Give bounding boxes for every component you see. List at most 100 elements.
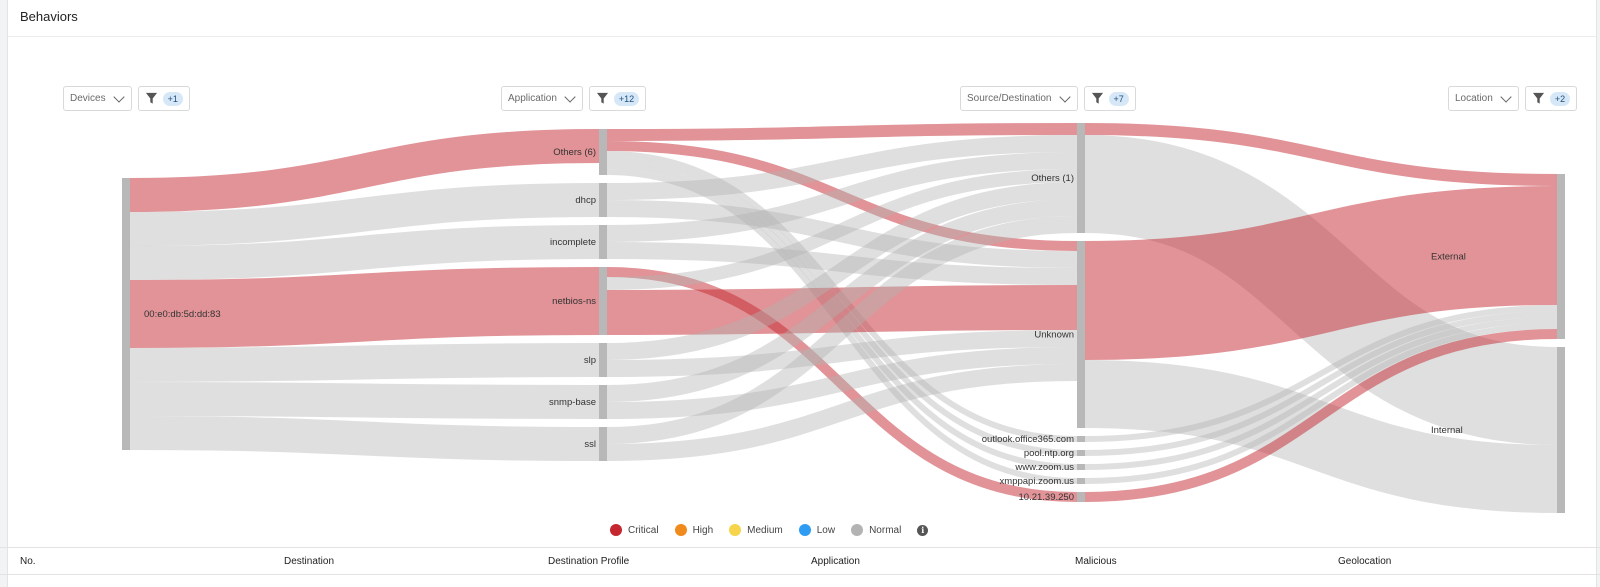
sankey-node-outlook[interactable] xyxy=(1077,436,1085,442)
sankey-node-label-incomplete: incomplete xyxy=(550,237,596,248)
source-destination-filter-button[interactable]: +7 xyxy=(1083,86,1136,111)
sankey-link-ssl-others1[interactable] xyxy=(606,216,1078,444)
sankey-link-snmp-others1[interactable] xyxy=(606,199,1078,402)
sankey-link-unknown-external[interactable] xyxy=(1084,186,1558,360)
sankey-node-label-ip: 10.21.39.250 xyxy=(1019,492,1074,503)
sankey-node-label-xmpp: xmppapi.zoom.us xyxy=(1000,476,1075,487)
devices-dropdown-label: Devices xyxy=(70,93,106,104)
column-header-destination-profile[interactable]: Destination Profile xyxy=(548,556,630,567)
sankey-link-others1-external[interactable] xyxy=(1084,123,1558,186)
legend-swatch-critical xyxy=(610,524,622,536)
sankey-node-dev[interactable] xyxy=(122,178,130,450)
sankey-link-dev-ssl[interactable] xyxy=(129,416,600,461)
sankey-node-label-external: External xyxy=(1431,252,1466,263)
sankey-node-xmpp[interactable] xyxy=(1077,478,1085,484)
legend-label-medium: Medium xyxy=(747,524,783,536)
sankey-link-ntp-external[interactable] xyxy=(1084,311,1558,456)
sankey-node-label-dev: 00:e0:db:5d:dd:83 xyxy=(144,309,221,320)
sankey-link-dhcp-unknown[interactable] xyxy=(606,200,1078,268)
sankey-link-unknown-internal[interactable] xyxy=(1084,360,1558,513)
sankey-node-snmp[interactable] xyxy=(599,385,607,419)
devices-dropdown[interactable]: Devices xyxy=(63,86,132,111)
sankey-node-label-ssl: ssl xyxy=(584,439,596,450)
sankey-node-others6[interactable] xyxy=(599,129,607,175)
application-control: Application +12 xyxy=(501,86,647,111)
location-dropdown[interactable]: Location xyxy=(1448,86,1519,111)
column-header-application[interactable]: Application xyxy=(811,556,860,567)
location-filter-count: +2 xyxy=(1549,91,1571,106)
sankey-node-label-dhcp: dhcp xyxy=(575,195,596,206)
devices-filter-button[interactable]: +1 xyxy=(137,86,190,111)
legend-swatch-low xyxy=(798,524,811,536)
source-destination-dropdown[interactable]: Source/Destination xyxy=(960,86,1078,111)
sankey-link-zoom-external[interactable] xyxy=(1084,317,1558,470)
sankey-links xyxy=(129,123,1558,513)
chevron-down-icon xyxy=(1500,90,1512,103)
sankey-link-netbios-unknown[interactable] xyxy=(606,285,1078,335)
sankey-link-outlook-external[interactable] xyxy=(1084,305,1558,442)
sankey-link-dev-snmp[interactable] xyxy=(129,382,600,419)
sankey-node-unknown[interactable] xyxy=(1077,241,1085,428)
legend-swatch-high xyxy=(674,524,687,536)
severity-legend: Critical High Medium Low Normal i xyxy=(610,524,929,536)
sankey-node-internal[interactable] xyxy=(1557,347,1565,513)
legend-item-low: Low xyxy=(798,524,835,536)
sankey-link-incomplete-unknown[interactable] xyxy=(606,242,1078,285)
legend-item-normal: Normal xyxy=(851,524,901,536)
column-header-no[interactable]: No. xyxy=(20,556,36,567)
info-icon[interactable]: i xyxy=(917,524,929,536)
sankey-link-dev-others6[interactable] xyxy=(129,129,600,212)
sankey-node-label-others6: Others (6) xyxy=(553,147,596,158)
sankey-node-others1[interactable] xyxy=(1077,123,1085,233)
sankey-node-label-outlook: outlook.office365.com xyxy=(982,434,1074,445)
legend-item-high: High xyxy=(674,524,714,536)
sankey-link-others6-others1[interactable] xyxy=(606,123,1078,141)
sankey-node-zoom[interactable] xyxy=(1077,464,1085,470)
sankey-link-ip-external[interactable] xyxy=(1084,329,1558,502)
sankey-link-netbios-others1[interactable] xyxy=(606,169,1078,290)
sankey-link-others6-unknown[interactable] xyxy=(606,141,1078,251)
sankey-node-ssl[interactable] xyxy=(599,427,607,461)
table-header: No. Destination Destination Profile Appl… xyxy=(0,547,1600,575)
sankey-link-netbios-ip[interactable] xyxy=(606,267,1078,502)
sankey-link-dev-dhcp[interactable] xyxy=(129,183,600,246)
sankey-link-slp-unknown[interactable] xyxy=(606,330,1078,377)
page-title: Behaviors xyxy=(20,9,78,24)
sankey-node-slp[interactable] xyxy=(599,343,607,377)
application-filter-count: +12 xyxy=(613,91,640,106)
title-divider xyxy=(8,36,1596,37)
location-dropdown-label: Location xyxy=(1455,93,1493,104)
sankey-node-incomplete[interactable] xyxy=(599,225,607,259)
location-filter-button[interactable]: +2 xyxy=(1524,86,1578,111)
sankey-link-dhcp-others1[interactable] xyxy=(606,135,1078,200)
sankey-node-ntp[interactable] xyxy=(1077,450,1085,456)
sankey-link-incomplete-others1[interactable] xyxy=(606,152,1078,242)
legend-item-medium: Medium xyxy=(729,524,783,536)
sankey-node-label-slp: slp xyxy=(584,355,596,366)
sankey-node-dhcp[interactable] xyxy=(599,183,607,217)
sankey-link-slp-others1[interactable] xyxy=(606,182,1078,360)
sankey-link-ssl-unknown[interactable] xyxy=(606,364,1078,461)
legend-label-high: High xyxy=(692,524,714,536)
application-dropdown[interactable]: Application xyxy=(501,86,583,111)
column-header-geolocation[interactable]: Geolocation xyxy=(1338,556,1392,567)
sankey-node-label-zoom: www.zoom.us xyxy=(1014,462,1074,473)
application-filter-button[interactable]: +12 xyxy=(588,86,647,111)
sankey-link-snmp-unknown[interactable] xyxy=(606,347,1078,419)
chevron-down-icon xyxy=(112,90,125,103)
sankey-node-external[interactable] xyxy=(1557,174,1565,339)
source-destination-filter-count: +7 xyxy=(1108,91,1129,106)
sankey-link-dev-incomplete[interactable] xyxy=(129,225,600,280)
legend-label-normal: Normal xyxy=(869,524,902,536)
legend-label-critical: Critical xyxy=(628,524,659,536)
sankey-link-xmpp-external[interactable] xyxy=(1084,323,1558,484)
column-header-destination[interactable]: Destination xyxy=(284,556,335,567)
sankey-node-label-unknown: Unknown xyxy=(1034,330,1074,341)
sankey-node-netbios[interactable] xyxy=(599,267,607,335)
sankey-link-dev-slp[interactable] xyxy=(129,343,600,382)
column-header-malicious[interactable]: Malicious xyxy=(1075,556,1117,567)
sankey-node-ip[interactable] xyxy=(1077,492,1085,502)
sankey-link-dev-netbios[interactable] xyxy=(129,267,600,348)
application-dropdown-label: Application xyxy=(508,93,557,104)
filter-icon xyxy=(1532,92,1544,104)
